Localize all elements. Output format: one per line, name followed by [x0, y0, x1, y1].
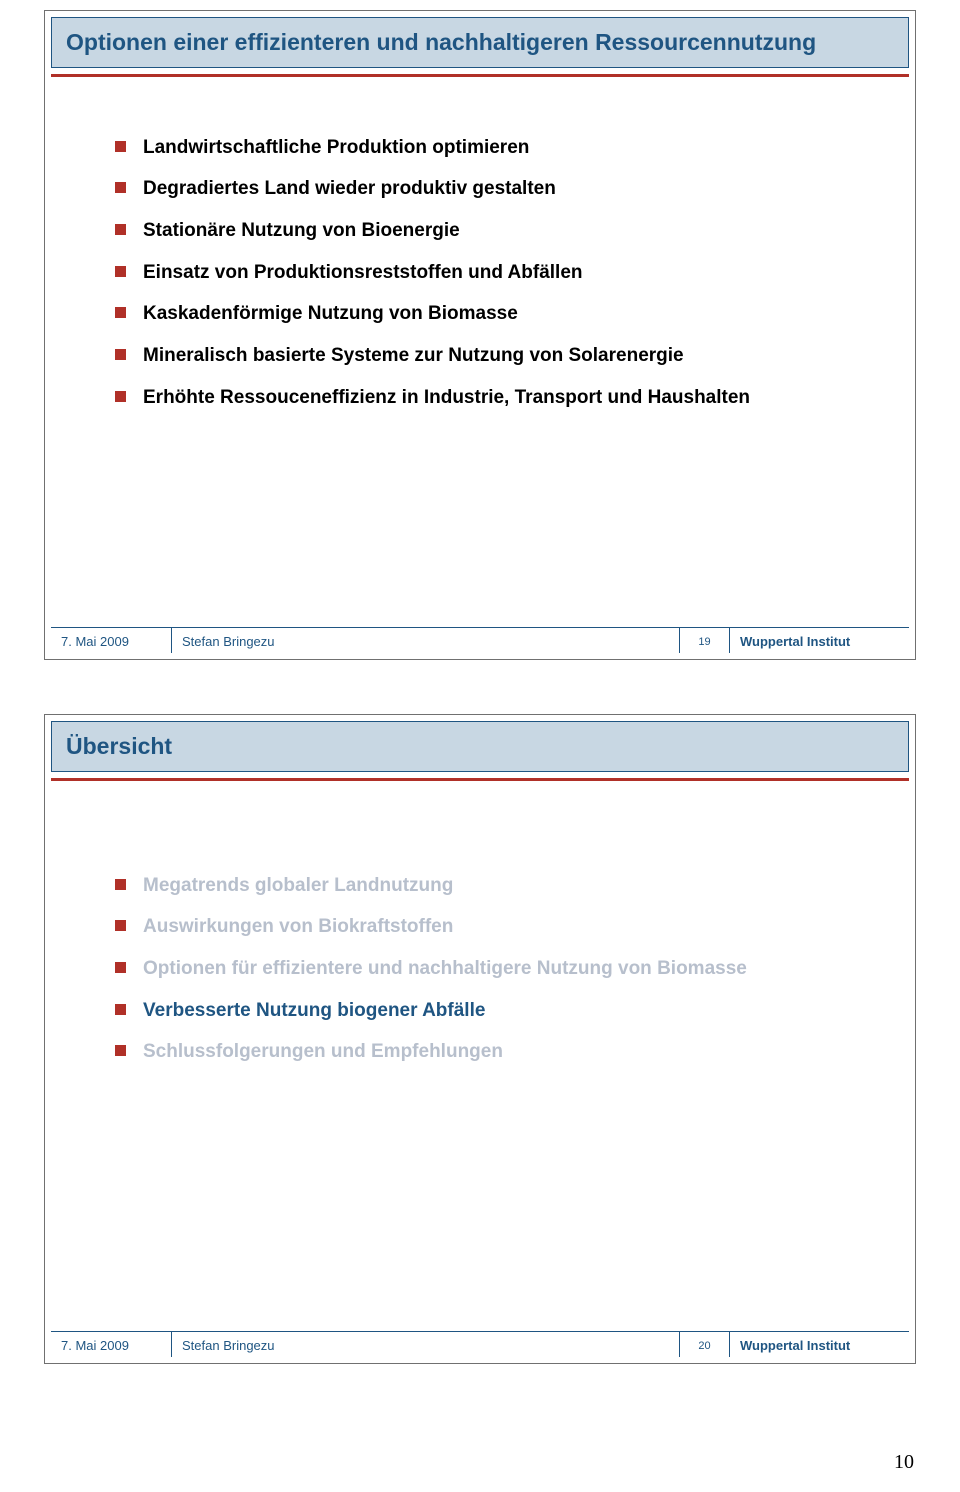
footer-author: Stefan Bringezu	[171, 1331, 679, 1357]
footer-date: 7. Mai 2009	[51, 1331, 171, 1357]
slide-body: Megatrends globaler Landnutzung Auswirku…	[45, 783, 915, 1091]
slide-body: Landwirtschaftliche Produktion optimiere…	[45, 79, 915, 436]
list-item: Mineralisch basierte Systeme zur Nutzung…	[115, 343, 875, 369]
document-page: Optionen einer effizienteren und nachhal…	[0, 0, 960, 1492]
list-item: Erhöhte Ressouceneffizienz in Industrie,…	[115, 385, 875, 411]
footer-author: Stefan Bringezu	[171, 627, 679, 653]
list-item: Schlussfolgerungen und Empfehlungen	[115, 1039, 875, 1065]
slide-title-band: Optionen einer effizienteren und nachhal…	[51, 17, 909, 68]
bullet-list: Megatrends globaler Landnutzung Auswirku…	[115, 873, 875, 1065]
slide-title: Übersicht	[66, 732, 894, 761]
footer-institute: Wuppertal Institut	[729, 1331, 909, 1357]
footer-slide-number: 19	[679, 627, 729, 653]
list-item: Kaskadenförmige Nutzung von Biomasse	[115, 301, 875, 327]
slide-footer: 7. Mai 2009 Stefan Bringezu 20 Wuppertal…	[51, 1331, 909, 1357]
footer-date: 7. Mai 2009	[51, 627, 171, 653]
list-item: Megatrends globaler Landnutzung	[115, 873, 875, 899]
slide-1: Optionen einer effizienteren und nachhal…	[44, 10, 916, 660]
slide-footer: 7. Mai 2009 Stefan Bringezu 19 Wuppertal…	[51, 627, 909, 653]
page-number: 10	[894, 1451, 914, 1474]
slide-title: Optionen einer effizienteren und nachhal…	[66, 28, 894, 57]
list-item: Stationäre Nutzung von Bioenergie	[115, 218, 875, 244]
slide-2: Übersicht Megatrends globaler Landnutzun…	[44, 714, 916, 1364]
list-item: Degradiertes Land wieder produktiv gesta…	[115, 176, 875, 202]
list-item: Optionen für effizientere und nachhaltig…	[115, 956, 875, 982]
bullet-list: Landwirtschaftliche Produktion optimiere…	[115, 135, 875, 410]
list-item: Auswirkungen von Biokraftstoffen	[115, 914, 875, 940]
list-item: Landwirtschaftliche Produktion optimiere…	[115, 135, 875, 161]
slide-title-band: Übersicht	[51, 721, 909, 772]
footer-slide-number: 20	[679, 1331, 729, 1357]
list-item: Einsatz von Produktionsreststoffen und A…	[115, 260, 875, 286]
footer-institute: Wuppertal Institut	[729, 627, 909, 653]
list-item: Verbesserte Nutzung biogener Abfälle	[115, 998, 875, 1024]
